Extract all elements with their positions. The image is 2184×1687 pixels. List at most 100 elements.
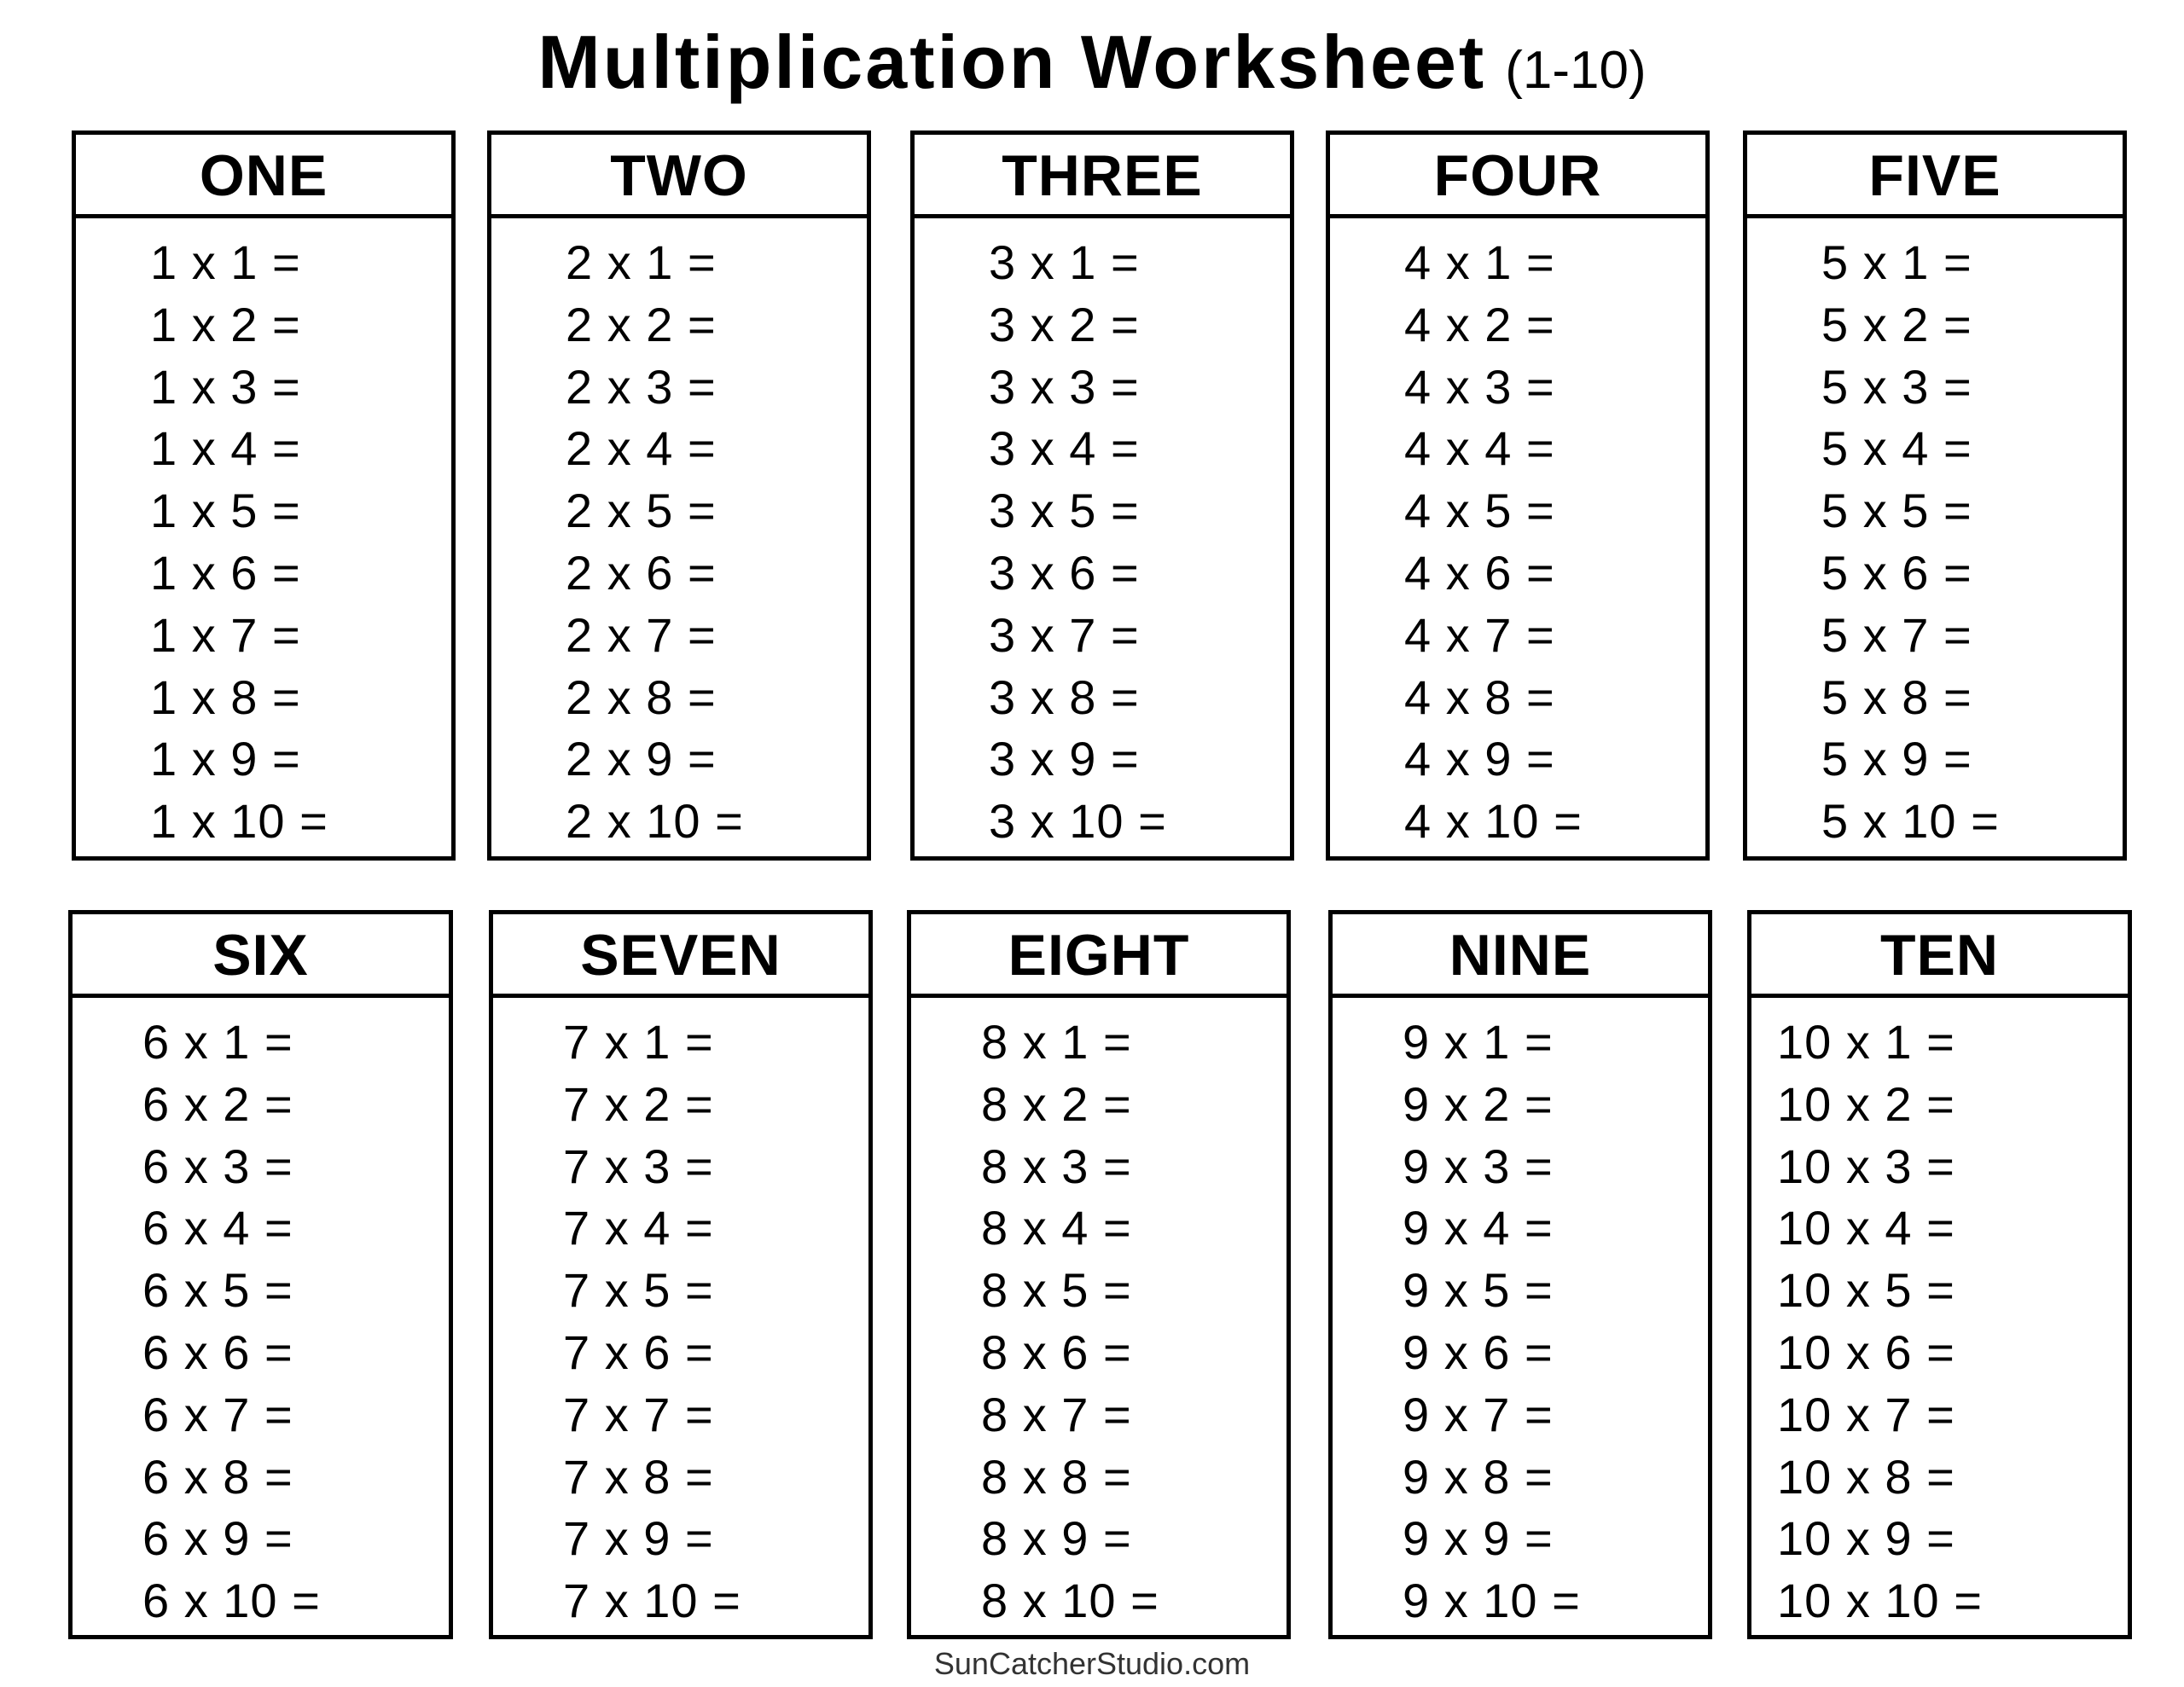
problem-list: 6 x 1 = 6 x 2 = 6 x 3 = 6 x 4 = 6 x 5 = 6 x 6…: [73, 998, 449, 1632]
problem-row: 4 x 5 =: [1404, 484, 1555, 538]
table-heading: ONE: [76, 135, 451, 218]
table-heading: FIVE: [1747, 135, 2123, 218]
problem-row: 7 x 3 =: [563, 1139, 714, 1193]
problem-row: 7 x 4 =: [563, 1201, 714, 1255]
table-heading: TEN: [1751, 914, 2128, 998]
problem-row: 9 x 10 =: [1403, 1574, 1581, 1628]
problem-row: 4 x 6 =: [1404, 545, 1555, 600]
table-heading: FOUR: [1330, 135, 1705, 218]
table-nine: NINE 9 x 1 = 9 x 2 = 9 x 3 = 9 x 4 = 9 x 5 = 9…: [1328, 910, 1712, 1639]
problem-row: 8 x 10 =: [981, 1574, 1159, 1628]
problem-row: 8 x 1 =: [981, 1015, 1132, 1069]
problem-row: 10 x 10 =: [1777, 1574, 1983, 1628]
problem-row: 10 x 8 =: [1777, 1449, 1955, 1504]
page-title: Multiplication Worksheet (1-10): [0, 19, 2184, 106]
problem-row: 5 x 4 =: [1821, 421, 1972, 476]
problem-row: 6 x 2 =: [142, 1076, 293, 1131]
problem-row: 9 x 7 =: [1403, 1387, 1554, 1441]
problem-row: 1 x 2 =: [150, 297, 301, 351]
table-heading: TWO: [491, 135, 867, 218]
problem-row: 10 x 6 =: [1777, 1325, 1955, 1379]
problem-row: 5 x 7 =: [1821, 607, 1972, 662]
problem-row: 3 x 8 =: [989, 670, 1140, 724]
problem-list: 8 x 1 = 8 x 2 = 8 x 3 = 8 x 4 = 8 x 5 = 8 x 6…: [911, 998, 1287, 1632]
problem-list: 4 x 1 = 4 x 2 = 4 x 3 = 4 x 4 = 4 x 5 = 4 x 6…: [1330, 218, 1705, 853]
footer-credit: SunCatcherStudio.com: [933, 1646, 1251, 1681]
problem-row: 1 x 7 =: [150, 607, 301, 662]
problem-row: 4 x 2 =: [1404, 297, 1555, 351]
problem-row: 5 x 10 =: [1821, 794, 2000, 849]
table-heading: THREE: [915, 135, 1290, 218]
problem-row: 8 x 2 =: [981, 1076, 1132, 1131]
problem-row: 5 x 9 =: [1821, 732, 1972, 786]
problem-row: 8 x 4 =: [981, 1201, 1132, 1255]
problem-row: 2 x 7 =: [566, 607, 717, 662]
problem-row: 8 x 8 =: [981, 1449, 1132, 1504]
problem-row: 6 x 4 =: [142, 1201, 293, 1255]
problem-row: 5 x 3 =: [1821, 359, 1972, 414]
problem-row: 6 x 10 =: [142, 1574, 321, 1628]
problem-row: 9 x 9 =: [1403, 1511, 1554, 1566]
table-heading: SIX: [73, 914, 449, 998]
problem-row: 9 x 8 =: [1403, 1449, 1554, 1504]
problem-row: 3 x 9 =: [989, 732, 1140, 786]
problem-row: 4 x 8 =: [1404, 670, 1555, 724]
table-heading: EIGHT: [911, 914, 1287, 998]
title-range: (1-10): [1505, 41, 1647, 100]
problem-row: 7 x 5 =: [563, 1263, 714, 1318]
problem-row: 3 x 7 =: [989, 607, 1140, 662]
table-seven: SEVEN 7 x 1 = 7 x 2 = 7 x 3 = 7 x 4 = 7 x 5 =…: [489, 910, 873, 1639]
problem-row: 9 x 4 =: [1403, 1201, 1554, 1255]
problem-row: 10 x 2 =: [1777, 1076, 1955, 1131]
problem-row: 1 x 9 =: [150, 732, 301, 786]
problem-row: 1 x 8 =: [150, 670, 301, 724]
problem-row: 4 x 7 =: [1404, 607, 1555, 662]
problem-list: 7 x 1 = 7 x 2 = 7 x 3 = 7 x 4 = 7 x 5 = 7 x 6…: [493, 998, 868, 1632]
problem-row: 7 x 6 =: [563, 1325, 714, 1379]
problem-row: 9 x 5 =: [1403, 1263, 1554, 1318]
problem-row: 2 x 1 =: [566, 235, 717, 289]
problem-row: 2 x 5 =: [566, 484, 717, 538]
problem-row: 1 x 10 =: [150, 794, 328, 849]
problem-row: 4 x 3 =: [1404, 359, 1555, 414]
problem-row: 2 x 10 =: [566, 794, 744, 849]
problem-row: 3 x 10 =: [989, 794, 1167, 849]
problem-row: 2 x 9 =: [566, 732, 717, 786]
problem-row: 3 x 5 =: [989, 484, 1140, 538]
table-ten: TEN 10 x 1 = 10 x 2 = 10 x 3 = 10 x 4 = 10 x …: [1747, 910, 2132, 1639]
problem-row: 6 x 8 =: [142, 1449, 293, 1504]
problem-row: 10 x 9 =: [1777, 1511, 1955, 1566]
problem-row: 5 x 5 =: [1821, 484, 1972, 538]
problem-row: 1 x 3 =: [150, 359, 301, 414]
problem-row: 6 x 3 =: [142, 1139, 293, 1193]
problem-row: 7 x 9 =: [563, 1511, 714, 1566]
problem-row: 3 x 2 =: [989, 297, 1140, 351]
table-heading: SEVEN: [493, 914, 868, 998]
problem-list: 9 x 1 = 9 x 2 = 9 x 3 = 9 x 4 = 9 x 5 = 9 x 6…: [1333, 998, 1708, 1632]
problem-list: 2 x 1 = 2 x 2 = 2 x 3 = 2 x 4 = 2 x 5 = 2 x 6…: [491, 218, 867, 853]
problem-row: 7 x 2 =: [563, 1076, 714, 1131]
problem-row: 9 x 2 =: [1403, 1076, 1554, 1131]
problem-row: 5 x 2 =: [1821, 297, 1972, 351]
problem-row: 6 x 6 =: [142, 1325, 293, 1379]
problem-row: 2 x 8 =: [566, 670, 717, 724]
problem-row: 1 x 1 =: [150, 235, 301, 289]
table-heading: NINE: [1333, 914, 1708, 998]
problem-row: 5 x 8 =: [1821, 670, 1972, 724]
problem-row: 3 x 4 =: [989, 421, 1140, 476]
problem-row: 7 x 1 =: [563, 1015, 714, 1069]
table-eight: EIGHT 8 x 1 = 8 x 2 = 8 x 3 = 8 x 4 = 8 x 5 =…: [907, 910, 1291, 1639]
table-two: TWO 2 x 1 = 2 x 2 = 2 x 3 = 2 x 4 = 2 x 5 = 2 …: [487, 130, 871, 861]
problem-row: 9 x 3 =: [1403, 1139, 1554, 1193]
problem-row: 1 x 5 =: [150, 484, 301, 538]
problem-list: 1 x 1 = 1 x 2 = 1 x 3 = 1 x 4 = 1 x 5 = 1 x 6…: [76, 218, 451, 853]
problem-row: 4 x 10 =: [1404, 794, 1583, 849]
problem-row: 5 x 6 =: [1821, 545, 1972, 600]
problem-row: 10 x 5 =: [1777, 1263, 1955, 1318]
problem-row: 8 x 9 =: [981, 1511, 1132, 1566]
problem-row: 3 x 6 =: [989, 545, 1140, 600]
problem-row: 10 x 1 =: [1777, 1015, 1955, 1069]
problem-list: 3 x 1 = 3 x 2 = 3 x 3 = 3 x 4 = 3 x 5 = 3 x 6…: [915, 218, 1290, 853]
problem-row: 7 x 7 =: [563, 1387, 714, 1441]
problem-row: 4 x 9 =: [1404, 732, 1555, 786]
